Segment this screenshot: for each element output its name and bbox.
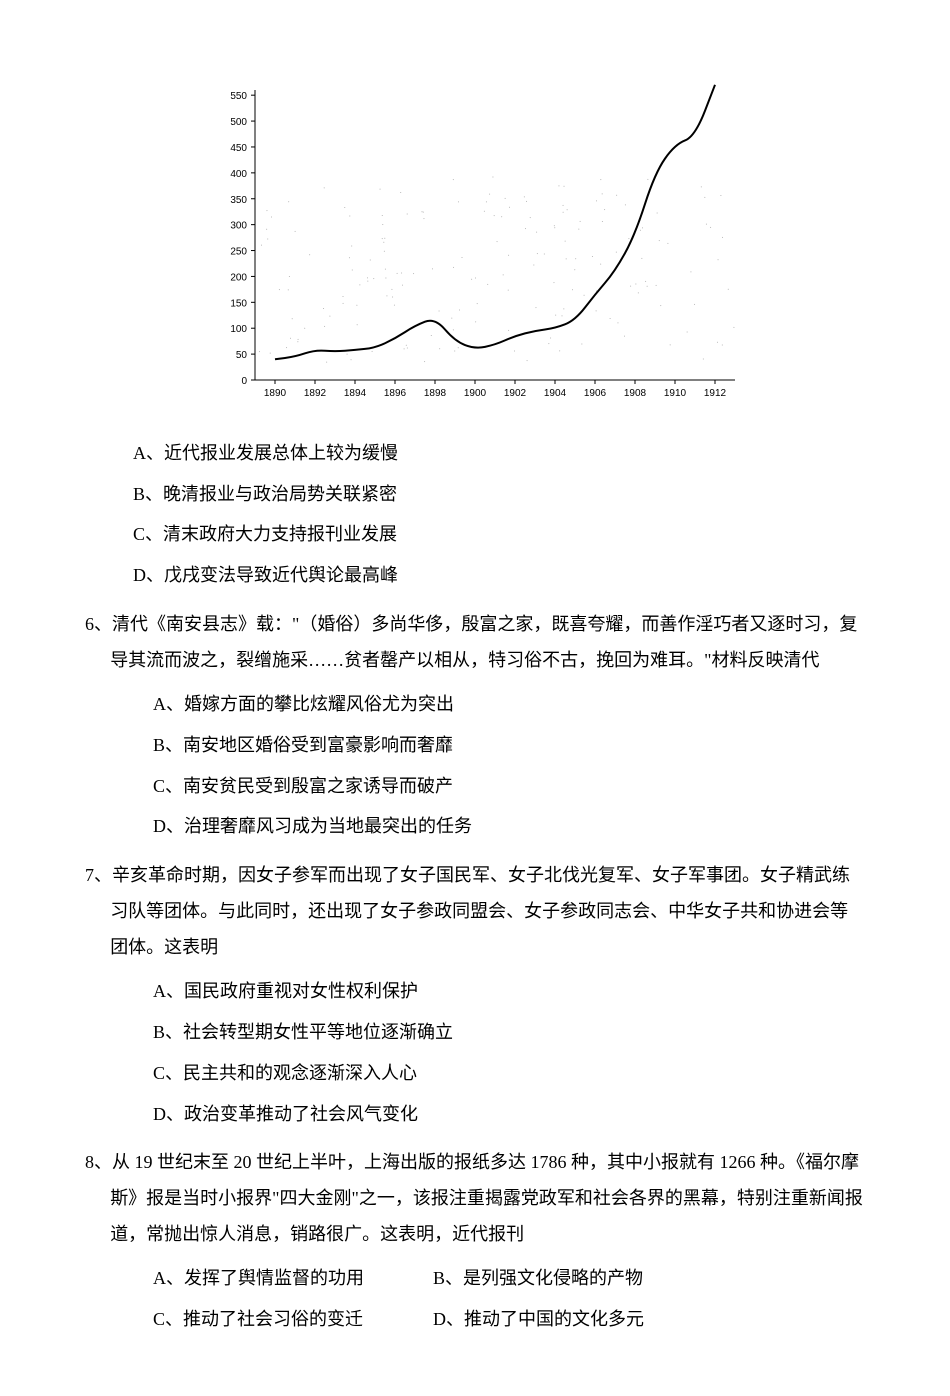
q7-option-a: A、国民政府重视对女性权利保护	[153, 977, 865, 1006]
svg-text:1904: 1904	[544, 388, 567, 399]
svg-text:50: 50	[236, 350, 248, 361]
svg-text:1890: 1890	[264, 388, 287, 399]
svg-text:200: 200	[230, 272, 247, 283]
q8-options-row-1: A、发挥了舆情监督的功用 B、是列强文化侵略的产物	[153, 1264, 865, 1293]
svg-text:100: 100	[230, 324, 247, 335]
svg-text:250: 250	[230, 247, 247, 258]
question-7: 7、辛亥革命时期，因女子参军而出现了女子国民军、女子北伐光复军、女子军事团。女子…	[85, 857, 865, 1128]
q6-option-a: A、婚嫁方面的攀比炫耀风俗尤为突出	[153, 690, 865, 719]
chart-container: 0 50 100 150 200 250 300 350 400 450 500 550 1890 189…	[195, 80, 755, 419]
svg-text:1908: 1908	[624, 388, 647, 399]
svg-text:450: 450	[230, 143, 247, 154]
q7-stem: 7、辛亥革命时期，因女子参军而出现了女子国民军、女子北伐光复军、女子军事团。女子…	[110, 857, 865, 965]
svg-text:1900: 1900	[464, 388, 487, 399]
svg-text:1910: 1910	[664, 388, 687, 399]
svg-text:1894: 1894	[344, 388, 367, 399]
question-6: 6、清代《南安县志》载："（婚俗）多尚华侈，殷富之家，既喜夸耀，而善作淫巧者又逐…	[85, 606, 865, 841]
svg-text:1902: 1902	[504, 388, 527, 399]
svg-text:1892: 1892	[304, 388, 327, 399]
svg-text:1896: 1896	[384, 388, 407, 399]
q7-option-d: D、政治变革推动了社会风气变化	[153, 1100, 865, 1129]
q8-stem: 8、从 19 世纪末至 20 世纪上半叶，上海出版的报纸多达 1786 种，其中…	[110, 1144, 865, 1252]
question-8: 8、从 19 世纪末至 20 世纪上半叶，上海出版的报纸多达 1786 种，其中…	[85, 1144, 865, 1334]
q6-option-c: C、南安贫民受到殷富之家诱导而破产	[153, 772, 865, 801]
svg-text:500: 500	[230, 117, 247, 128]
q8-option-a: A、发挥了舆情监督的功用	[153, 1264, 433, 1293]
q5-option-c: C、清末政府大力支持报刊业发展	[133, 520, 865, 549]
svg-text:300: 300	[230, 221, 247, 232]
q7-option-b: B、社会转型期女性平等地位逐渐确立	[153, 1018, 865, 1047]
svg-text:1912: 1912	[704, 388, 727, 399]
q7-option-c: C、民主共和的观念逐渐深入人心	[153, 1059, 865, 1088]
svg-text:1906: 1906	[584, 388, 607, 399]
svg-text:400: 400	[230, 169, 247, 180]
q6-option-b: B、南安地区婚俗受到富豪影响而奢靡	[153, 731, 865, 760]
svg-text:350: 350	[230, 195, 247, 206]
q5-option-d: D、戊戌变法导致近代舆论最高峰	[133, 561, 865, 590]
svg-text:1898: 1898	[424, 388, 447, 399]
q8-option-d: D、推动了中国的文化多元	[433, 1305, 644, 1334]
q8-option-c: C、推动了社会习俗的变迁	[153, 1305, 433, 1334]
line-chart: 0 50 100 150 200 250 300 350 400 450 500 550 1890 189…	[195, 80, 755, 410]
q6-option-d: D、治理奢靡风习成为当地最突出的任务	[153, 812, 865, 841]
svg-text:150: 150	[230, 298, 247, 309]
svg-text:550: 550	[230, 91, 247, 102]
q5-option-b: B、晚清报业与政治局势关联紧密	[133, 480, 865, 509]
q8-option-b: B、是列强文化侵略的产物	[433, 1264, 643, 1293]
svg-text:0: 0	[241, 376, 247, 387]
q8-options-row-2: C、推动了社会习俗的变迁 D、推动了中国的文化多元	[153, 1305, 865, 1334]
q5-option-a: A、近代报业发展总体上较为缓慢	[133, 439, 865, 468]
q6-stem: 6、清代《南安县志》载："（婚俗）多尚华侈，殷富之家，既喜夸耀，而善作淫巧者又逐…	[110, 606, 865, 678]
